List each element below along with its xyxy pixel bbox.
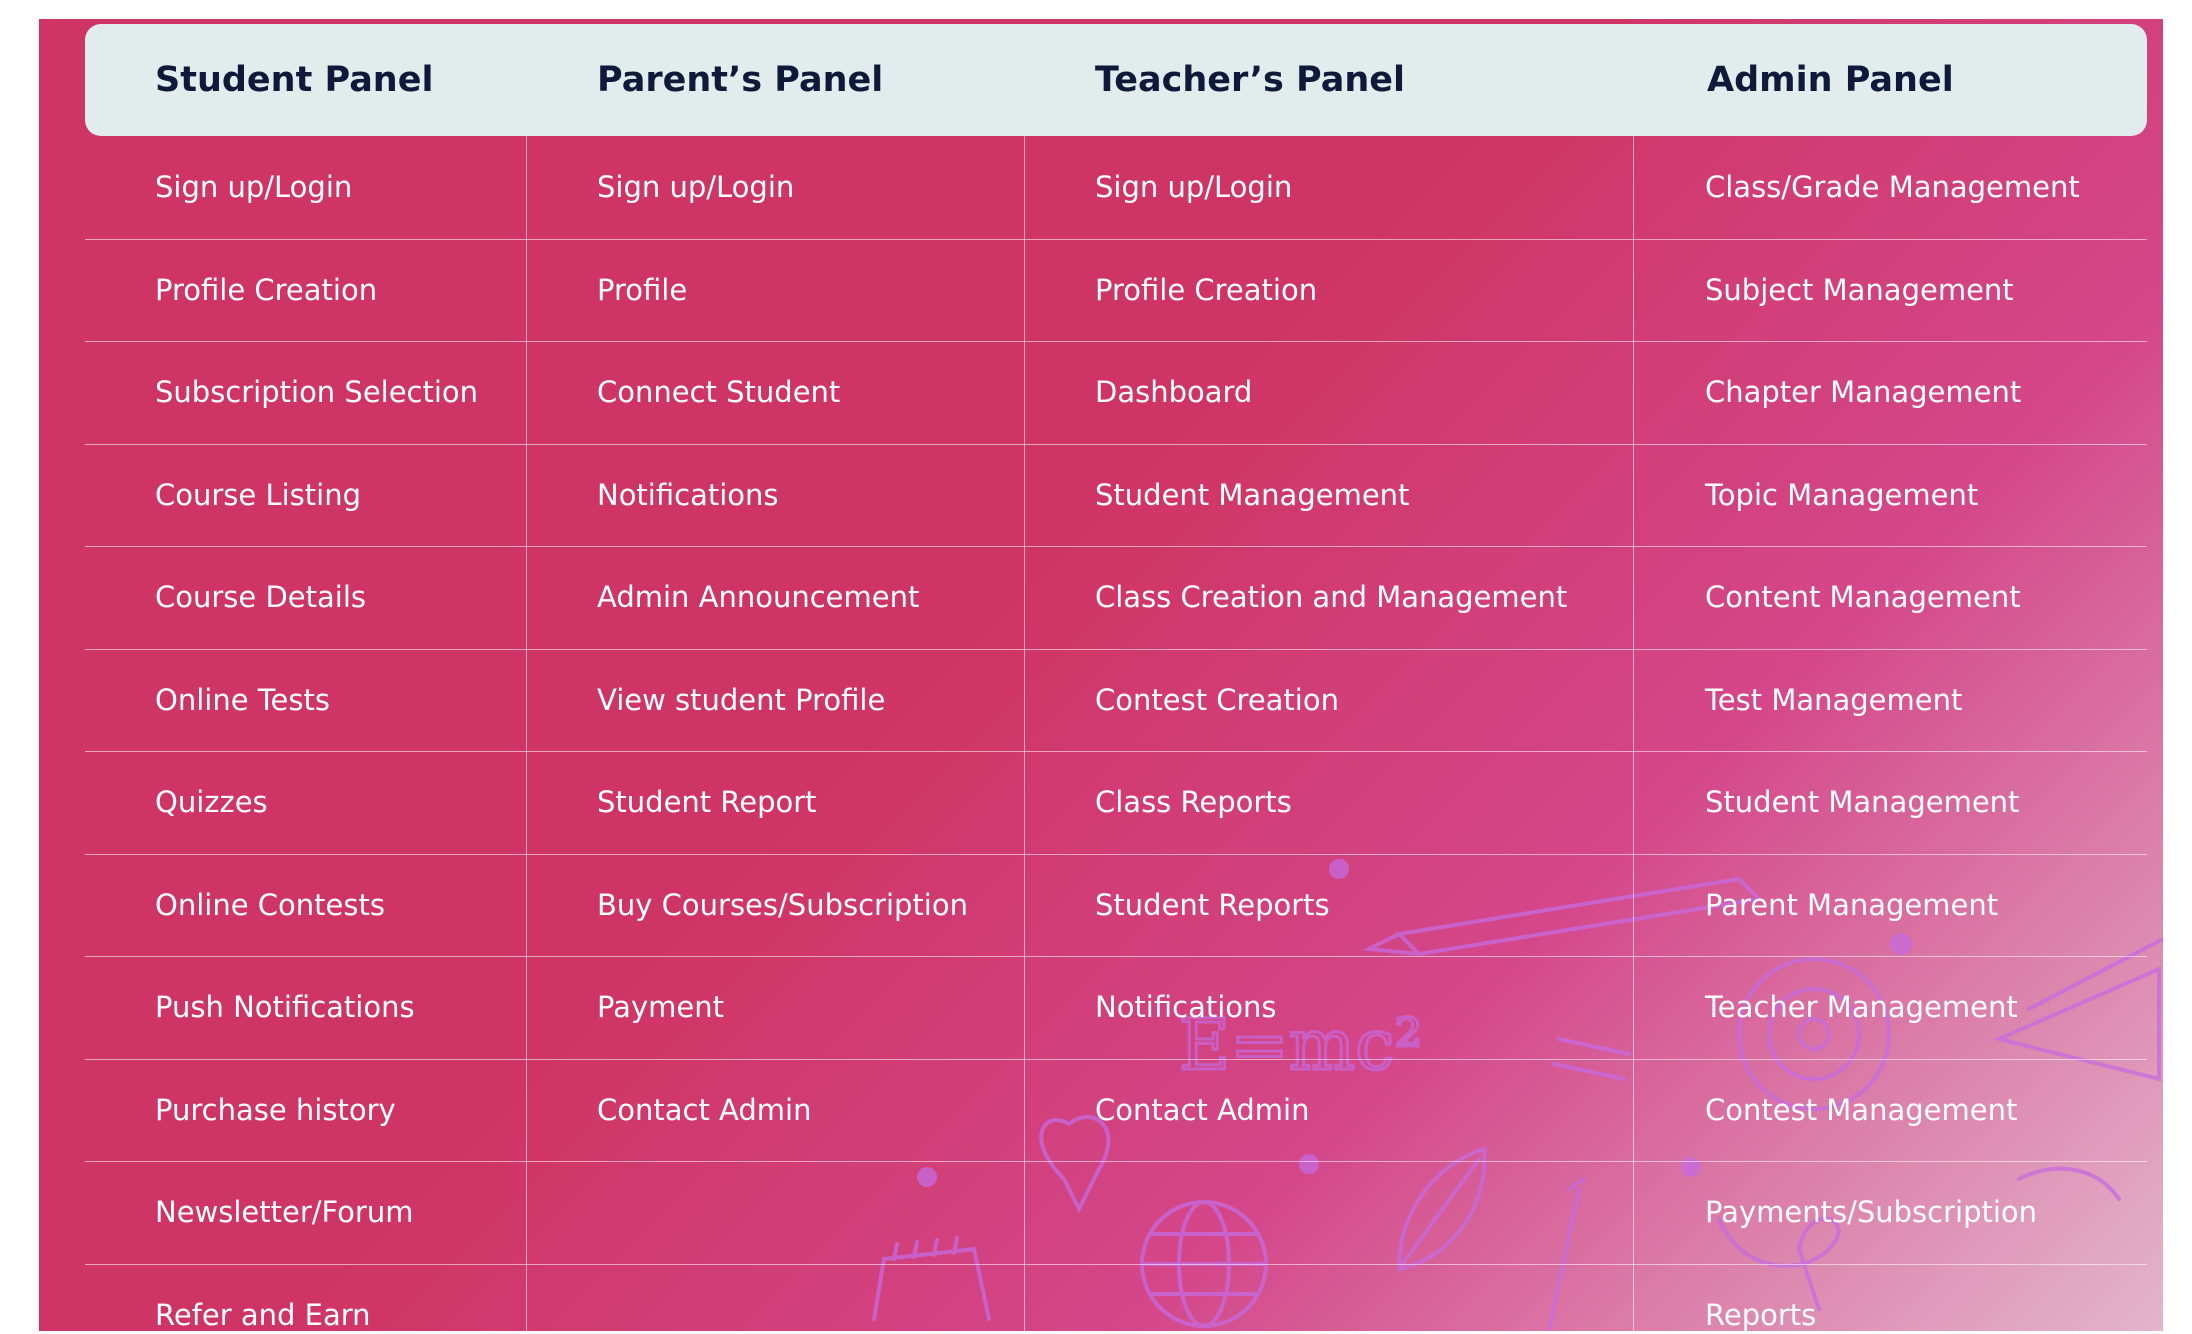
parent-feature-cell: Sign up/Login bbox=[597, 170, 795, 204]
row-divider bbox=[85, 956, 2147, 957]
admin-feature-cell: Payments/Subscription bbox=[1705, 1195, 2038, 1229]
row-divider bbox=[85, 239, 2147, 240]
student-feature-cell: Online Contests bbox=[155, 888, 385, 922]
student-feature-cell: Purchase history bbox=[155, 1093, 396, 1127]
column-divider bbox=[1633, 136, 1634, 1331]
admin-feature-cell: Chapter Management bbox=[1705, 375, 2022, 409]
parent-feature-cell: Buy Courses/Subscription bbox=[597, 888, 968, 922]
parent-feature-cell: Payment bbox=[597, 990, 724, 1024]
parent-feature-cell: Student Report bbox=[597, 785, 817, 819]
feature-table-card: E=mc² Student Panel Parent’s Panel Teach… bbox=[39, 19, 2163, 1331]
admin-feature-cell: Content Management bbox=[1705, 580, 2021, 614]
admin-feature-cell: Parent Management bbox=[1705, 888, 1999, 922]
header-admin-panel: Admin Panel bbox=[1707, 60, 1954, 100]
teacher-feature-cell: Class Reports bbox=[1095, 785, 1292, 819]
row-divider bbox=[85, 1264, 2147, 1265]
parent-feature-cell: Connect Student bbox=[597, 375, 841, 409]
row-divider bbox=[85, 546, 2147, 547]
header-parents-panel: Parent’s Panel bbox=[597, 60, 884, 100]
row-divider bbox=[85, 854, 2147, 855]
row-divider bbox=[85, 649, 2147, 650]
teacher-feature-cell: Sign up/Login bbox=[1095, 170, 1293, 204]
student-feature-cell: Profile Creation bbox=[155, 273, 378, 307]
student-feature-cell: Push Notifications bbox=[155, 990, 415, 1024]
admin-feature-cell: Reports bbox=[1705, 1298, 1817, 1331]
column-divider bbox=[1024, 136, 1025, 1331]
admin-feature-cell: Subject Management bbox=[1705, 273, 2014, 307]
parent-feature-cell: Contact Admin bbox=[597, 1093, 812, 1127]
student-feature-cell: Newsletter/Forum bbox=[155, 1195, 414, 1229]
teacher-feature-cell: Contest Creation bbox=[1095, 683, 1339, 717]
parent-feature-cell: View student Profile bbox=[597, 683, 886, 717]
admin-feature-cell: Test Management bbox=[1705, 683, 1963, 717]
table-header: Student Panel Parent’s Panel Teacher’s P… bbox=[85, 24, 2147, 136]
student-feature-cell: Refer and Earn bbox=[155, 1298, 371, 1331]
teacher-feature-cell: Student Reports bbox=[1095, 888, 1330, 922]
teacher-feature-cell: Contact Admin bbox=[1095, 1093, 1310, 1127]
admin-feature-cell: Topic Management bbox=[1705, 478, 1979, 512]
admin-feature-cell: Student Management bbox=[1705, 785, 2020, 819]
teacher-feature-cell: Notifications bbox=[1095, 990, 1277, 1024]
parent-feature-cell: Notifications bbox=[597, 478, 779, 512]
column-divider bbox=[526, 136, 527, 1331]
admin-feature-cell: Class/Grade Management bbox=[1705, 170, 2080, 204]
parent-feature-cell: Profile bbox=[597, 273, 688, 307]
row-divider bbox=[85, 1059, 2147, 1060]
teacher-feature-cell: Class Creation and Management bbox=[1095, 580, 1568, 614]
row-divider bbox=[85, 1161, 2147, 1162]
admin-feature-cell: Teacher Management bbox=[1705, 990, 2018, 1024]
teacher-feature-cell: Dashboard bbox=[1095, 375, 1253, 409]
row-divider bbox=[85, 341, 2147, 342]
table-body: Sign up/Login Profile Creation Subscriptio… bbox=[85, 136, 2147, 1331]
student-feature-cell: Course Listing bbox=[155, 478, 362, 512]
student-feature-cell: Subscription Selection bbox=[155, 375, 479, 409]
row-divider bbox=[85, 444, 2147, 445]
header-student-panel: Student Panel bbox=[155, 60, 434, 100]
teacher-feature-cell: Profile Creation bbox=[1095, 273, 1318, 307]
parent-feature-cell: Admin Announcement bbox=[597, 580, 920, 614]
admin-feature-cell: Contest Management bbox=[1705, 1093, 2018, 1127]
student-feature-cell: Sign up/Login bbox=[155, 170, 353, 204]
row-divider bbox=[85, 751, 2147, 752]
student-feature-cell: Online Tests bbox=[155, 683, 330, 717]
student-feature-cell: Quizzes bbox=[155, 785, 268, 819]
student-feature-cell: Course Details bbox=[155, 580, 367, 614]
teacher-feature-cell: Student Management bbox=[1095, 478, 1410, 512]
header-teachers-panel: Teacher’s Panel bbox=[1095, 60, 1406, 100]
